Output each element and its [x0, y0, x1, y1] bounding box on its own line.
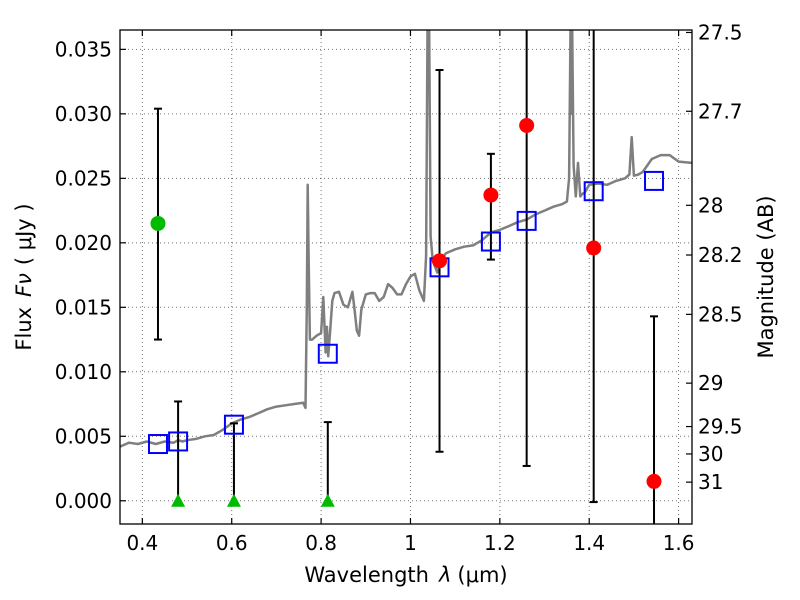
x-tick-label: 1.2: [484, 531, 516, 555]
x-tick-label: 0.4: [126, 531, 158, 555]
upper-limit-marker: [171, 493, 186, 507]
detection-point: [519, 117, 535, 133]
y-tick-label: 0.000: [55, 489, 112, 513]
right-tick-label: 27.7: [698, 99, 743, 123]
right-tick-label: 31: [698, 470, 723, 494]
detection-point: [432, 253, 448, 269]
right-tick-label: 29: [698, 371, 723, 395]
right-tick-label: 30: [698, 442, 723, 466]
y-tick-label: 0.030: [55, 102, 112, 126]
axes: 0.4 0.6 0.8 1 1.2 1.4 1.6 0.000 0.005 0.010 0.015 0…: [55, 20, 743, 555]
y-tick-label: 0.035: [55, 37, 112, 61]
y-tick-label: 0.020: [55, 231, 112, 255]
detection-point: [586, 240, 602, 256]
x-axis-label: Wavelength λ (μm): [304, 563, 507, 587]
detection-point: [646, 473, 662, 489]
y-tick-label: 0.025: [55, 166, 112, 190]
model-photometry-box: [516, 210, 537, 231]
sed-spectrum-line: [120, 30, 692, 448]
model-photometry-box: [317, 343, 338, 364]
y-tick-label: 0.010: [55, 360, 112, 384]
y-tick-label: 0.005: [55, 424, 112, 448]
model-photometry-box: [583, 181, 604, 202]
right-tick-label: 28: [698, 193, 723, 217]
green-detection-point: [150, 215, 166, 231]
x-tick-label: 0.6: [216, 531, 248, 555]
grid: [120, 30, 692, 524]
detection-point: [483, 187, 499, 203]
x-tick-label: 1.6: [663, 531, 695, 555]
right-tick-label: 28.2: [698, 243, 743, 267]
right-axis-label: Magnitude (AB): [754, 195, 778, 358]
plot-frame: [119, 29, 693, 525]
upper-limit-marker: [320, 493, 335, 507]
model-photometry-box: [480, 231, 501, 252]
right-tick-label: 27.5: [698, 20, 743, 44]
right-tick-label: 29.5: [698, 415, 743, 439]
model-photometry-box: [168, 431, 189, 452]
plot-area: [120, 30, 692, 524]
x-tick-label: 1.4: [573, 531, 605, 555]
model-photometry-box: [147, 434, 168, 455]
x-tick-label: 1: [404, 531, 417, 555]
model-photometry-box: [223, 414, 244, 435]
x-tick-label: 0.8: [305, 531, 337, 555]
y-axis-label: FluxFν( μJy ): [12, 203, 36, 350]
model-photometry-box: [644, 170, 665, 191]
y-tick-label: 0.015: [55, 295, 112, 319]
right-tick-label: 28.5: [698, 302, 743, 326]
upper-limit-marker: [226, 493, 241, 507]
